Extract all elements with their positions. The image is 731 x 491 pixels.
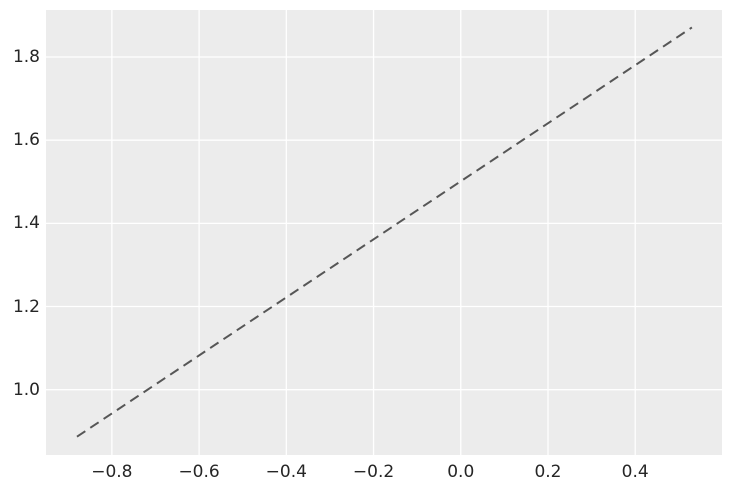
y-tick-label: 1.0 (12, 379, 40, 400)
x-tick-label: −0.2 (352, 462, 395, 482)
x-tick-label: 0.0 (447, 462, 475, 482)
plot-canvas (46, 10, 722, 455)
x-tick-label: −0.6 (178, 462, 220, 482)
x-tick-label: −0.8 (91, 462, 133, 482)
y-tick-label: 1.4 (12, 213, 40, 234)
x-tick-label: −0.4 (265, 462, 307, 482)
x-tick-label: 0.2 (534, 462, 562, 482)
x-tick-label: 0.4 (621, 462, 649, 482)
y-tick-label: 1.8 (12, 46, 40, 67)
y-tick-label: 1.6 (12, 130, 40, 151)
y-tick-label: 1.2 (12, 296, 40, 317)
dashed-trend-line (76, 26, 693, 438)
plot-area (46, 10, 722, 455)
